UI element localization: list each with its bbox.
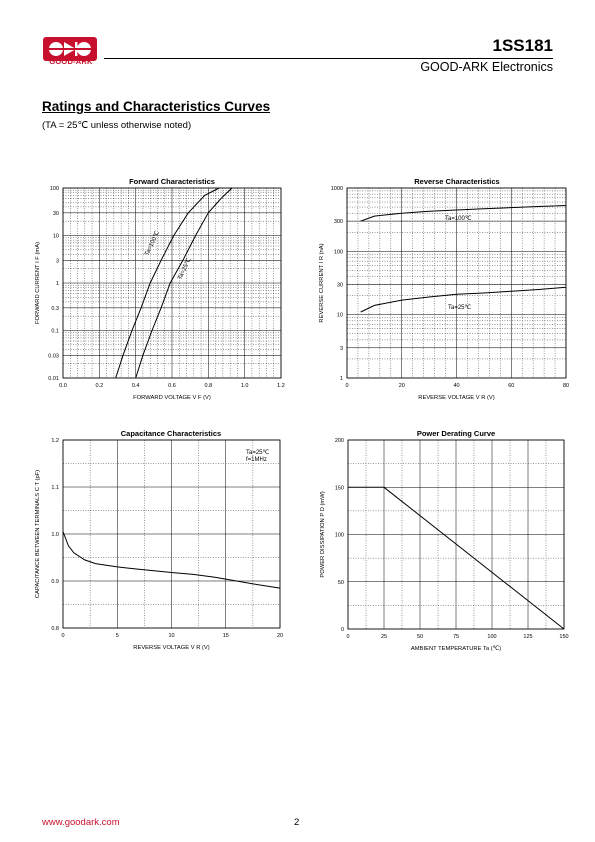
x-tick-label: 1.2: [277, 383, 285, 389]
power-derating-chart: 0 25 50 75 100 125 150 0 50 100 150 200 Power Derati…: [320, 429, 569, 652]
y-tick-label: 1: [56, 281, 59, 287]
series-line-1: [135, 187, 233, 379]
x-tick-label: 0.6: [168, 383, 176, 389]
y-tick-label: 1: [340, 376, 343, 382]
y-axis-label: FORWARD CURRENT I F (mA): [35, 242, 41, 324]
major-grid: [62, 439, 281, 629]
x-tick-label: 0.8: [205, 383, 213, 389]
x-tick-label: 150: [559, 634, 568, 640]
y-tick-label: 1.0: [51, 532, 59, 538]
series-label: Ta=100℃: [445, 216, 472, 222]
part-number: 1SS181: [492, 36, 554, 55]
x-tick-label: 0: [61, 633, 64, 639]
section-title: Ratings and Characteristics Curves: [42, 99, 271, 114]
y-tick-label: 1000: [331, 186, 343, 192]
x-tick-label: 0.0: [59, 383, 67, 389]
y-tick-label: 100: [50, 186, 59, 192]
y-tick-label: 3: [340, 346, 343, 352]
company-name: GOOD-ARK Electronics: [420, 60, 553, 74]
y-tick-label: 150: [335, 485, 344, 491]
section-note: (TA = 25℃ unless otherwise noted): [42, 120, 192, 131]
chart-title: Capacitance Characteristics: [121, 429, 221, 438]
y-tick-label: 50: [338, 580, 344, 586]
page-number: 2: [294, 817, 300, 828]
footer-website-link[interactable]: www.goodark.com: [42, 817, 120, 828]
y-tick-label: 10: [53, 234, 59, 240]
y-tick-label: 0.9: [51, 579, 59, 585]
y-tick-label: 3: [56, 258, 59, 264]
series-line-0: [360, 205, 567, 222]
x-axis-label: AMBIENT TEMPERATURE Ta (℃): [411, 646, 501, 652]
x-tick-label: 5: [116, 633, 119, 639]
y-tick-label: 100: [334, 249, 343, 255]
y-tick-label: 30: [337, 282, 343, 288]
y-axis-label: POWER DISSIPATION P D (mW): [320, 491, 326, 577]
annotation-frequency: f=1MHz: [246, 457, 267, 463]
x-tick-label: 0.4: [132, 383, 140, 389]
series-line-0: [348, 486, 565, 630]
x-tick-label: 20: [277, 633, 283, 639]
x-tick-label: 0.2: [96, 383, 104, 389]
reverse-characteristics-chart: 0 20 40 60 80 1 3 10 30 100 300 1000 Reverse Charact…: [319, 177, 569, 401]
x-tick-label: 15: [223, 633, 229, 639]
x-axis-label: REVERSE VOLTAGE V R (V): [133, 645, 210, 651]
x-tick-label: 60: [508, 383, 514, 389]
y-tick-label: 30: [53, 211, 59, 217]
major-grid: [347, 439, 565, 630]
chart-title: Power Derating Curve: [417, 429, 495, 438]
y-tick-label: 0.03: [48, 353, 59, 359]
x-tick-label: 0: [345, 383, 348, 389]
header-divider: [104, 58, 553, 59]
x-tick-label: 75: [453, 634, 459, 640]
plot-frame: [346, 187, 567, 379]
y-axis-label: CAPACITANCE BETWEEN TERMINALS C T (pF): [35, 470, 41, 598]
y-tick-label: 1.1: [51, 485, 59, 491]
y-tick-label: 0.1: [51, 329, 59, 335]
plot-frame: [62, 439, 281, 629]
x-tick-label: 20: [399, 383, 405, 389]
y-tick-label: 0.8: [51, 626, 59, 632]
x-tick-label: 125: [523, 634, 532, 640]
y-tick-label: 100: [335, 533, 344, 539]
x-tick-label: 10: [168, 633, 174, 639]
series-line-0: [115, 187, 220, 379]
y-tick-label: 0.3: [51, 306, 59, 312]
series-label: Ta=25℃: [246, 450, 270, 456]
x-tick-label: 50: [417, 634, 423, 640]
x-tick-label: 1.0: [241, 383, 249, 389]
capacitance-characteristics-chart: 0 5 10 15 20 0.8 0.9 1.0 1.1 1.2 Capacitance Chara…: [35, 429, 283, 651]
x-tick-label: 0: [346, 634, 349, 640]
y-tick-label: 0.01: [48, 376, 59, 382]
chart-title: Forward Characteristics: [129, 177, 215, 186]
chart-title: Reverse Characteristics: [414, 177, 499, 186]
series-label: Ta=100℃: [144, 230, 161, 257]
x-tick-label: 25: [381, 634, 387, 640]
y-tick-label: 0: [341, 627, 344, 633]
plot-frame: [62, 187, 282, 379]
x-axis-label: FORWARD VOLTAGE V F (V): [133, 395, 211, 401]
series-label: Ta=25℃: [448, 305, 472, 311]
x-tick-label: 100: [487, 634, 496, 640]
series-line-0: [62, 531, 281, 589]
series-line-1: [360, 286, 567, 313]
good-ark-logo: [43, 37, 97, 61]
y-axis-label: REVERSE CURRENT I R (nA): [319, 243, 325, 322]
plot-frame: [347, 439, 565, 630]
y-tick-label: 300: [334, 219, 343, 225]
forward-characteristics-chart: 0.0 0.2 0.4 0.6 0.8 1.0 1.2 0.01 0.03 0.1 0.3 1 3 10 3…: [35, 177, 285, 401]
y-tick-label: 1.2: [51, 438, 59, 444]
x-axis-label: REVERSE VOLTAGE V R (V): [418, 395, 495, 401]
y-tick-label: 10: [337, 313, 343, 319]
y-tick-label: 200: [335, 438, 344, 444]
brand-label: GOOD-ARK: [49, 57, 93, 66]
x-tick-label: 40: [453, 383, 459, 389]
x-tick-label: 80: [563, 383, 569, 389]
